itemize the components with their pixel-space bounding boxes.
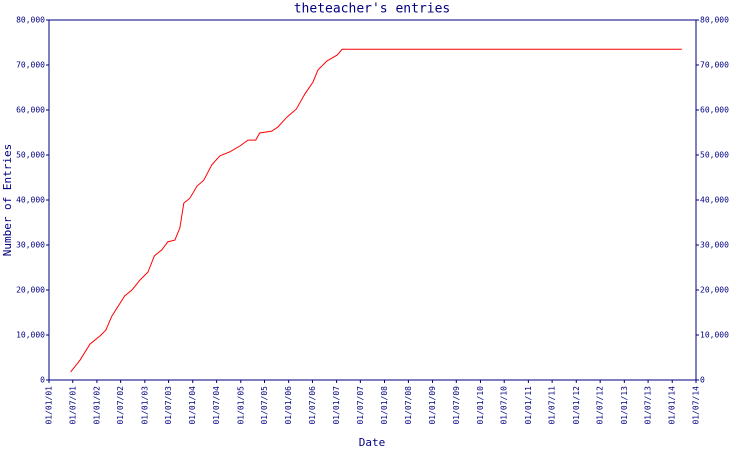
x-axis-label: Date bbox=[359, 436, 386, 449]
x-tick-label: 01/07/10 bbox=[500, 386, 509, 425]
x-tick-label: 01/01/12 bbox=[572, 386, 581, 425]
y2-tick-label: 80,000 bbox=[700, 16, 729, 25]
y-tick-label: 20,000 bbox=[16, 286, 45, 295]
x-tick-label: 01/01/10 bbox=[476, 386, 485, 425]
x-tick-label: 01/07/06 bbox=[308, 386, 317, 425]
y2-tick-label: 50,000 bbox=[700, 151, 729, 160]
plot-frame bbox=[48, 19, 697, 381]
y2-tick-label: 40,000 bbox=[700, 196, 729, 205]
y2-tick-label: 60,000 bbox=[700, 106, 729, 115]
y-tick-label: 60,000 bbox=[16, 106, 45, 115]
x-tick-label: 01/07/12 bbox=[596, 386, 605, 425]
x-tick-label: 01/01/11 bbox=[524, 386, 533, 425]
line-series bbox=[70, 48, 682, 373]
x-tick-label: 01/01/04 bbox=[188, 386, 197, 425]
x-tick-label: 01/01/13 bbox=[620, 386, 629, 425]
y-tick-label: 40,000 bbox=[16, 196, 45, 205]
x-tick-label: 01/07/09 bbox=[452, 386, 461, 425]
x-tick-label: 01/07/07 bbox=[356, 386, 365, 425]
x-tick-label: 01/01/06 bbox=[284, 386, 293, 425]
x-tick-label: 01/01/01 bbox=[45, 386, 54, 425]
x-tick-label: 01/01/08 bbox=[380, 386, 389, 425]
x-tick-label: 01/01/05 bbox=[236, 386, 245, 425]
chart-title: theteacher's entries bbox=[294, 2, 451, 17]
y-tick-label: 80,000 bbox=[16, 16, 45, 25]
x-tick-label: 01/07/08 bbox=[404, 386, 413, 425]
y-tick-label: 0 bbox=[40, 376, 45, 385]
x-tick-label: 01/07/02 bbox=[116, 386, 125, 425]
x-tick-label: 01/07/11 bbox=[548, 386, 557, 425]
y2-tick-label: 0 bbox=[700, 376, 705, 385]
x-tick-label: 01/01/14 bbox=[668, 386, 677, 425]
y-tick-label: 30,000 bbox=[16, 241, 45, 250]
y2-tick-label: 20,000 bbox=[700, 286, 729, 295]
x-tick-label: 01/07/05 bbox=[260, 386, 269, 425]
y-tick-label: 70,000 bbox=[16, 61, 45, 70]
x-tick-label: 01/01/02 bbox=[92, 386, 101, 425]
y-tick-label: 10,000 bbox=[16, 331, 45, 340]
x-tick-label: 01/07/03 bbox=[164, 386, 173, 425]
x-tick-label: 01/01/03 bbox=[140, 386, 149, 425]
x-tick-label: 01/07/13 bbox=[644, 386, 653, 425]
x-tick-label: 01/01/07 bbox=[332, 386, 341, 425]
y2-tick-label: 10,000 bbox=[700, 331, 729, 340]
y2-tick-label: 30,000 bbox=[700, 241, 729, 250]
y2-tick-label: 70,000 bbox=[700, 61, 729, 70]
x-tick-label: 01/01/09 bbox=[428, 386, 437, 425]
x-tick-label: 01/07/14 bbox=[692, 386, 701, 425]
y-tick-label: 50,000 bbox=[16, 151, 45, 160]
x-tick-label: 01/07/01 bbox=[68, 386, 77, 425]
x-tick-label: 01/07/04 bbox=[212, 386, 221, 425]
y-axis-label: Number of Entries bbox=[1, 144, 14, 257]
